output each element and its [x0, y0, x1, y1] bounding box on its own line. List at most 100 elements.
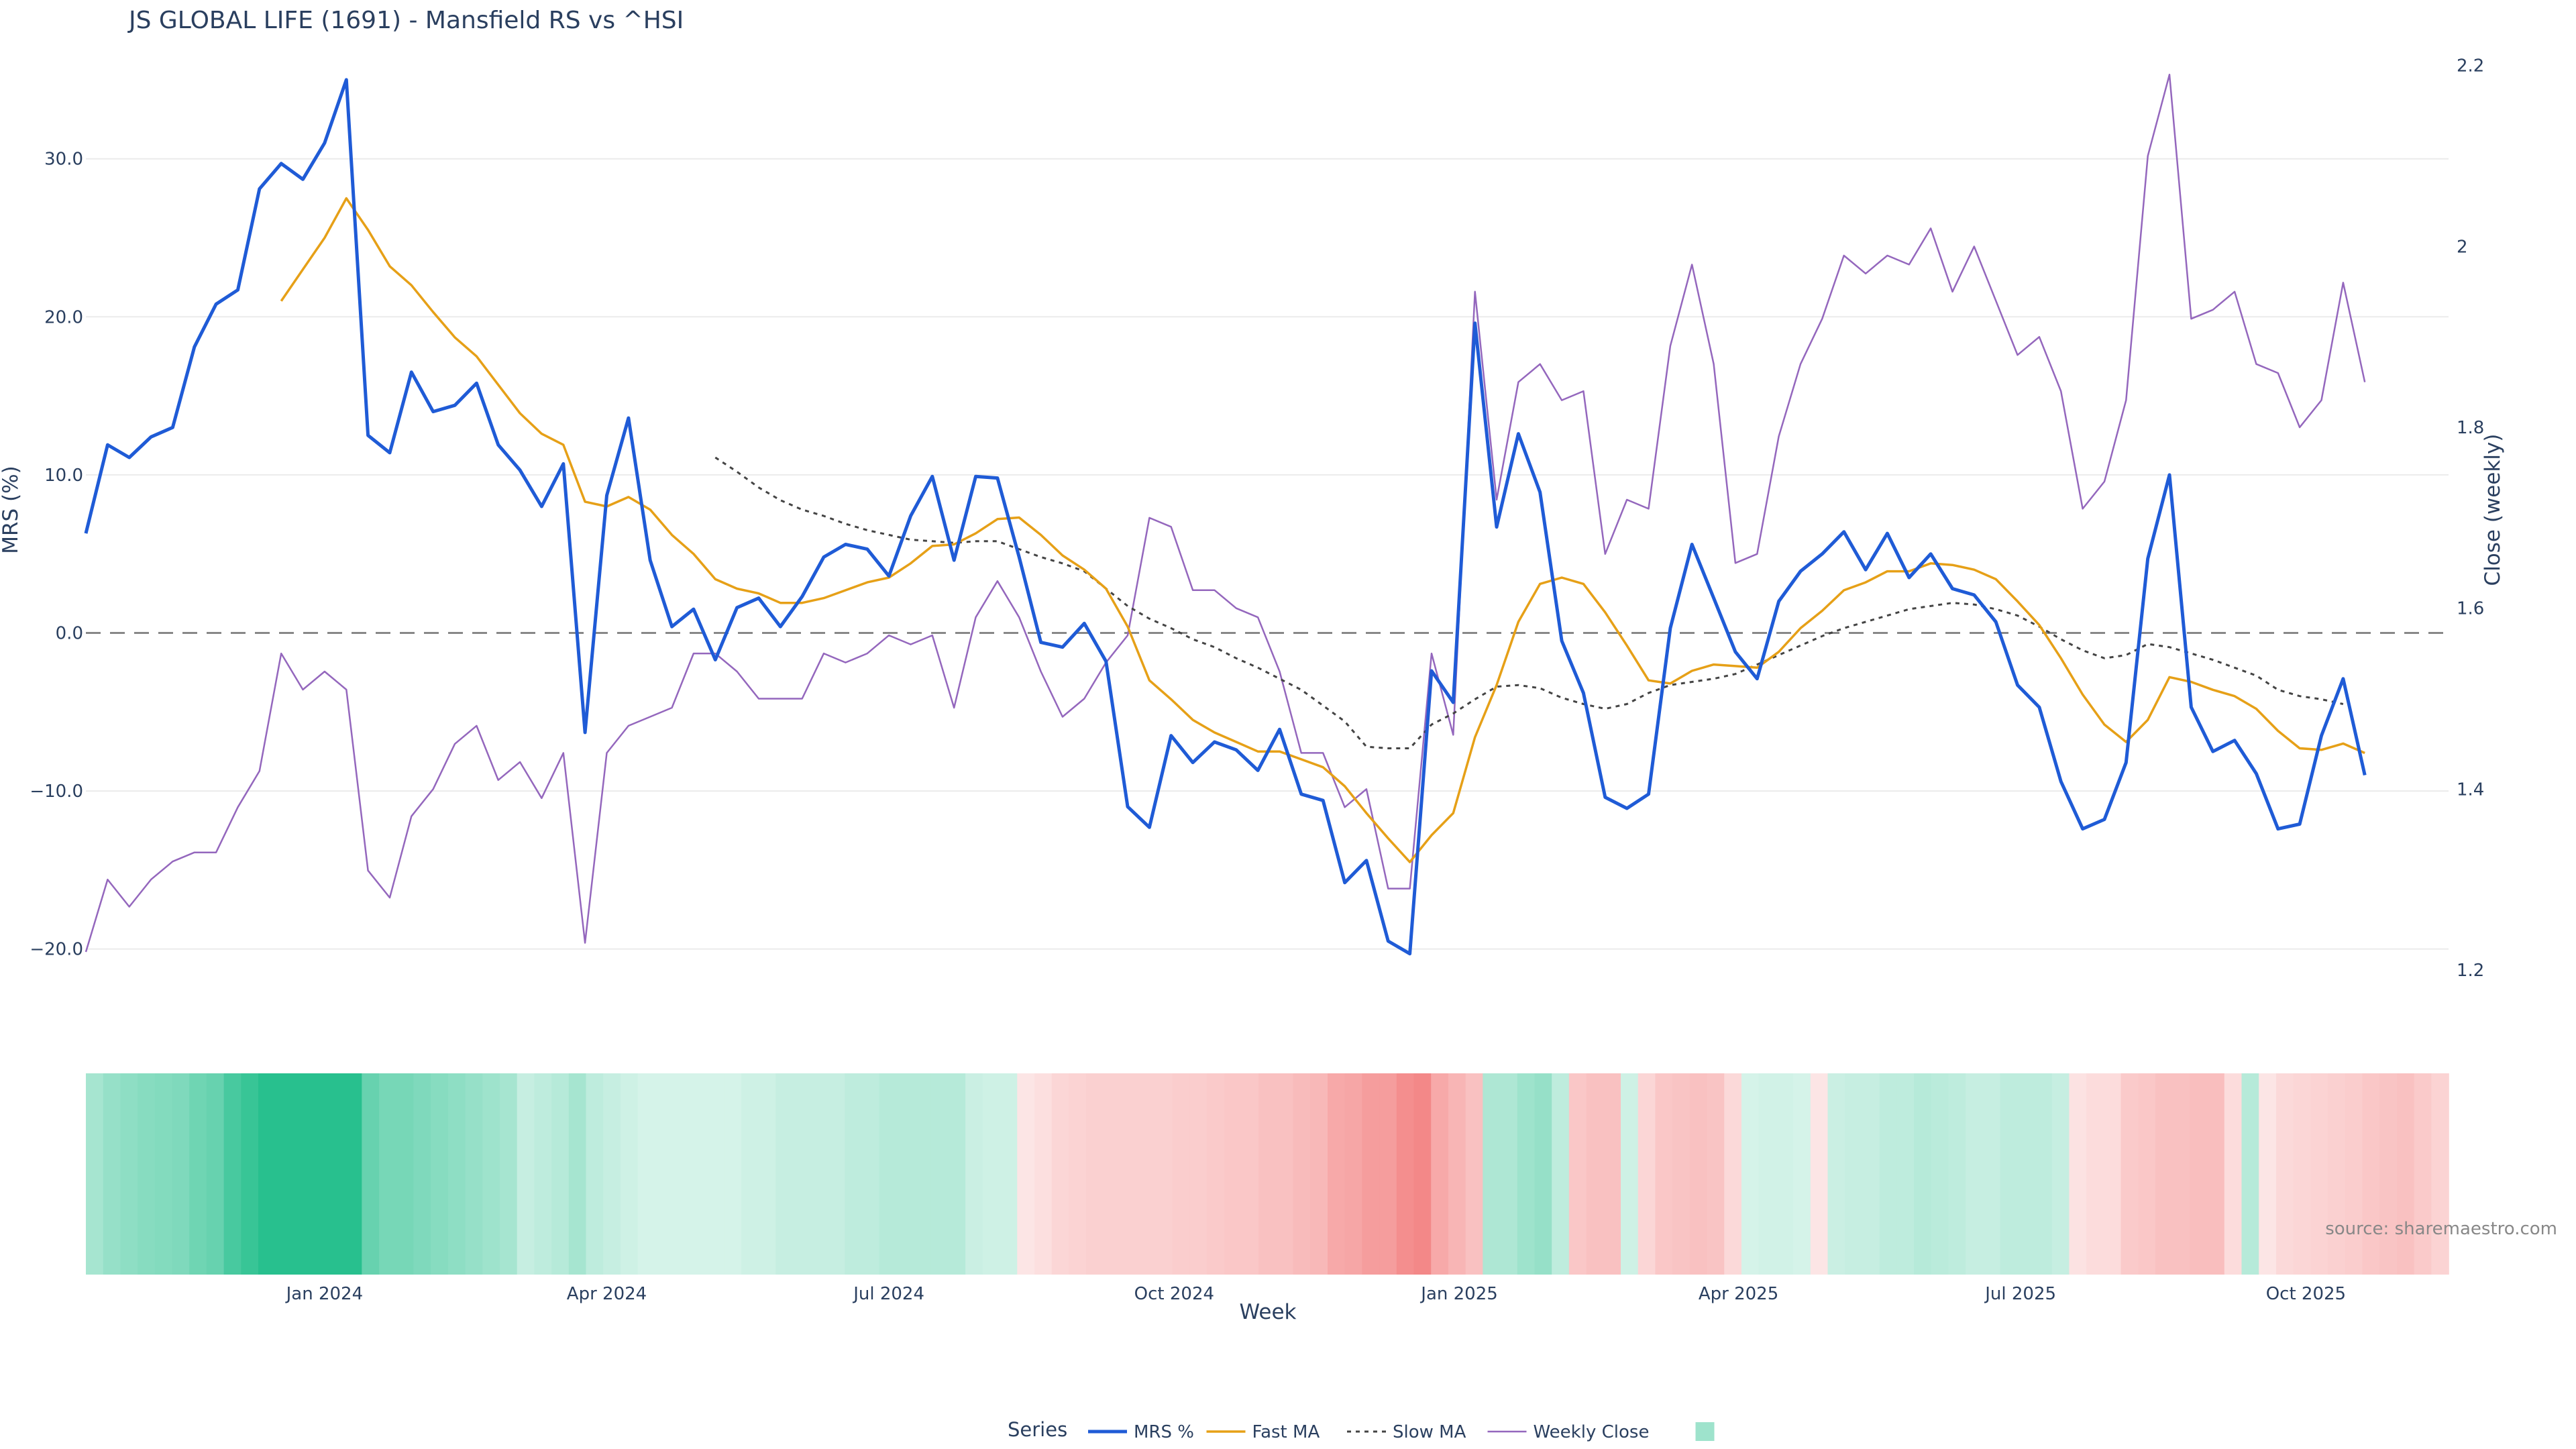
heatmap-cell [534, 1073, 552, 1275]
series-line-slow-ma [714, 456, 2344, 749]
heatmap-cell [775, 1073, 794, 1275]
heatmap-cell [2293, 1073, 2312, 1275]
heatmap-cell [689, 1073, 708, 1275]
x-tick-label: Oct 2025 [2266, 1284, 2346, 1304]
legend: Series MRS % Fast MA Slow MA Weekly Close [1008, 1418, 1715, 1442]
heatmap-cell [637, 1073, 656, 1275]
heatmap-cell [499, 1073, 518, 1275]
heatmap-cell [1207, 1073, 1225, 1275]
heatmap-cell [241, 1073, 259, 1275]
heatmap-cell [1069, 1073, 1087, 1275]
heatmap-cell [413, 1073, 431, 1275]
heatmap-cell [206, 1073, 225, 1275]
heatmap-cell [2396, 1073, 2415, 1275]
heatmap-cell [120, 1073, 138, 1275]
heatmap-cell [138, 1073, 156, 1275]
heatmap-cell [2345, 1073, 2363, 1275]
heatmap-cell [1707, 1073, 1725, 1275]
legend-label: Fast MA [1252, 1422, 1320, 1442]
y2-tick-label: 1.6 [2457, 599, 2484, 619]
heatmap-cell [2017, 1073, 2035, 1275]
heatmap-cell [1810, 1073, 1829, 1275]
legend-label: Slow MA [1393, 1422, 1466, 1442]
heatmap-cell [861, 1073, 880, 1275]
heatmap-cell [1689, 1073, 1708, 1275]
heatmap-cell [2328, 1073, 2346, 1275]
heatmap-cell [1224, 1073, 1242, 1275]
heatmap-cell [2310, 1073, 2328, 1275]
heatmap-cell [930, 1073, 949, 1275]
heatmap-cell [379, 1073, 397, 1275]
heatmap-cell [1724, 1073, 1742, 1275]
y-axis-title: MRS (%) [0, 466, 23, 553]
heatmap-cell [2431, 1073, 2449, 1275]
heatmap-cell [2138, 1073, 2156, 1275]
heatmap-cell [327, 1073, 345, 1275]
heatmap-cell [1621, 1073, 1639, 1275]
heatmap-cell [431, 1073, 449, 1275]
heatmap-cell [2035, 1073, 2053, 1275]
heatmap-cell [1431, 1073, 1449, 1275]
x-tick-label: Jul 2025 [1984, 1284, 2056, 1304]
heatmap-cell [1379, 1073, 1397, 1275]
heatmap-cell [2190, 1073, 2208, 1275]
heatmap-cell [2121, 1073, 2139, 1275]
heatmap-cell [1500, 1073, 1518, 1275]
legend-swatch-heatmap [1695, 1422, 1715, 1441]
heatmap-cell [1344, 1073, 1363, 1275]
heatmap-cell [2259, 1073, 2277, 1275]
y2-tick-label: 1.8 [2457, 418, 2484, 438]
heatmap-cell [1275, 1073, 1294, 1275]
heatmap-cell [86, 1073, 104, 1275]
x-tick-label: Jan 2024 [285, 1284, 364, 1304]
heatmap-cell [258, 1073, 276, 1275]
y-tick-label: −20.0 [30, 940, 83, 960]
heatmap-cell [2172, 1073, 2191, 1275]
heatmap-cell [1396, 1073, 1415, 1275]
heatmap-cell [447, 1073, 466, 1275]
heatmap-cell [189, 1073, 207, 1275]
y2-axis-title: Close (weekly) [2481, 434, 2505, 586]
heatmap-cell [706, 1073, 724, 1275]
y2-tick-label: 2 [2457, 237, 2468, 257]
heatmap-cell [1241, 1073, 1259, 1275]
heatmap-cell [2103, 1073, 2122, 1275]
heatmap-cell [1413, 1073, 1432, 1275]
series-line-weekly-close [85, 73, 2366, 953]
heatmap-cell [1327, 1073, 1346, 1275]
heatmap-cell [1172, 1073, 1191, 1275]
heatmap-cell [620, 1073, 639, 1275]
heatmap-cell [2000, 1073, 2019, 1275]
heatmap-cell [103, 1073, 121, 1275]
heatmap-cell [896, 1073, 914, 1275]
heatmap-cell [1776, 1073, 1794, 1275]
heatmap-cell [1758, 1073, 1777, 1275]
heatmap-cell [741, 1073, 759, 1275]
heatmap-cell [655, 1073, 673, 1275]
heatmap-cell [1827, 1073, 1846, 1275]
heatmap-cell [465, 1073, 484, 1275]
heatmap-cell [1483, 1073, 1501, 1275]
heatmap-cell [913, 1073, 932, 1275]
heatmap-cell [1534, 1073, 1552, 1275]
y2-tick-label: 2.2 [2457, 56, 2484, 76]
heatmap-cell [568, 1073, 587, 1275]
heatmap-cell [362, 1073, 380, 1275]
heatmap-cell [1568, 1073, 1587, 1275]
heatmap-cell [1086, 1073, 1104, 1275]
legend-title: Series [1008, 1418, 1067, 1441]
heatmap-cell [2241, 1073, 2260, 1275]
grid [86, 158, 2449, 950]
heatmap-cell [1672, 1073, 1690, 1275]
heatmap-cell [344, 1073, 363, 1275]
y-tick-label: −10.0 [30, 782, 83, 802]
heatmap-cell [1914, 1073, 1932, 1275]
heatmap-cell [1793, 1073, 1811, 1275]
heatmap-cell [2155, 1073, 2174, 1275]
heatmap-cell [1948, 1073, 1966, 1275]
y-tick-label: 30.0 [44, 150, 83, 170]
y2-tick-label: 1.2 [2457, 961, 2484, 981]
heatmap-cell [2207, 1073, 2225, 1275]
heatmap-cell [154, 1073, 173, 1275]
heatmap-cell [724, 1073, 742, 1275]
